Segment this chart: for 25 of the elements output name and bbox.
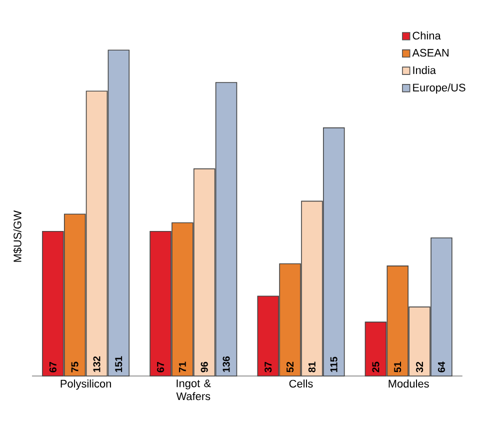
data-label: 67 [49,362,56,372]
legend-label: China [412,32,441,40]
data-label: 115 [330,356,338,372]
data-label: 67 [156,362,164,372]
data-label: 37 [264,362,272,372]
data-label: 64 [438,362,445,372]
data-label: 151 [115,356,122,372]
data-label: 52 [286,362,294,372]
legend-label: Europe/US [413,83,466,94]
data-label: 96 [200,362,208,372]
data-label: 132 [93,356,100,372]
data-label: 75 [71,362,78,372]
data-label: 81 [308,362,316,372]
data-label: 71 [179,362,186,372]
x-tick-label: Cells [289,380,313,388]
data-label: 51 [394,362,402,372]
legend-label: ASEAN [412,48,448,57]
data-label: 32 [416,362,424,372]
legend-label: India [413,66,436,74]
x-tick-label: Modules [388,380,429,388]
x-tick-label: Ingot & Wafers [176,380,211,400]
data-label: 25 [372,362,380,372]
y-axis-title: M$US/GW [13,210,22,262]
x-tick-label: Polysilicon [60,380,111,390]
data-label: 136 [222,356,230,372]
